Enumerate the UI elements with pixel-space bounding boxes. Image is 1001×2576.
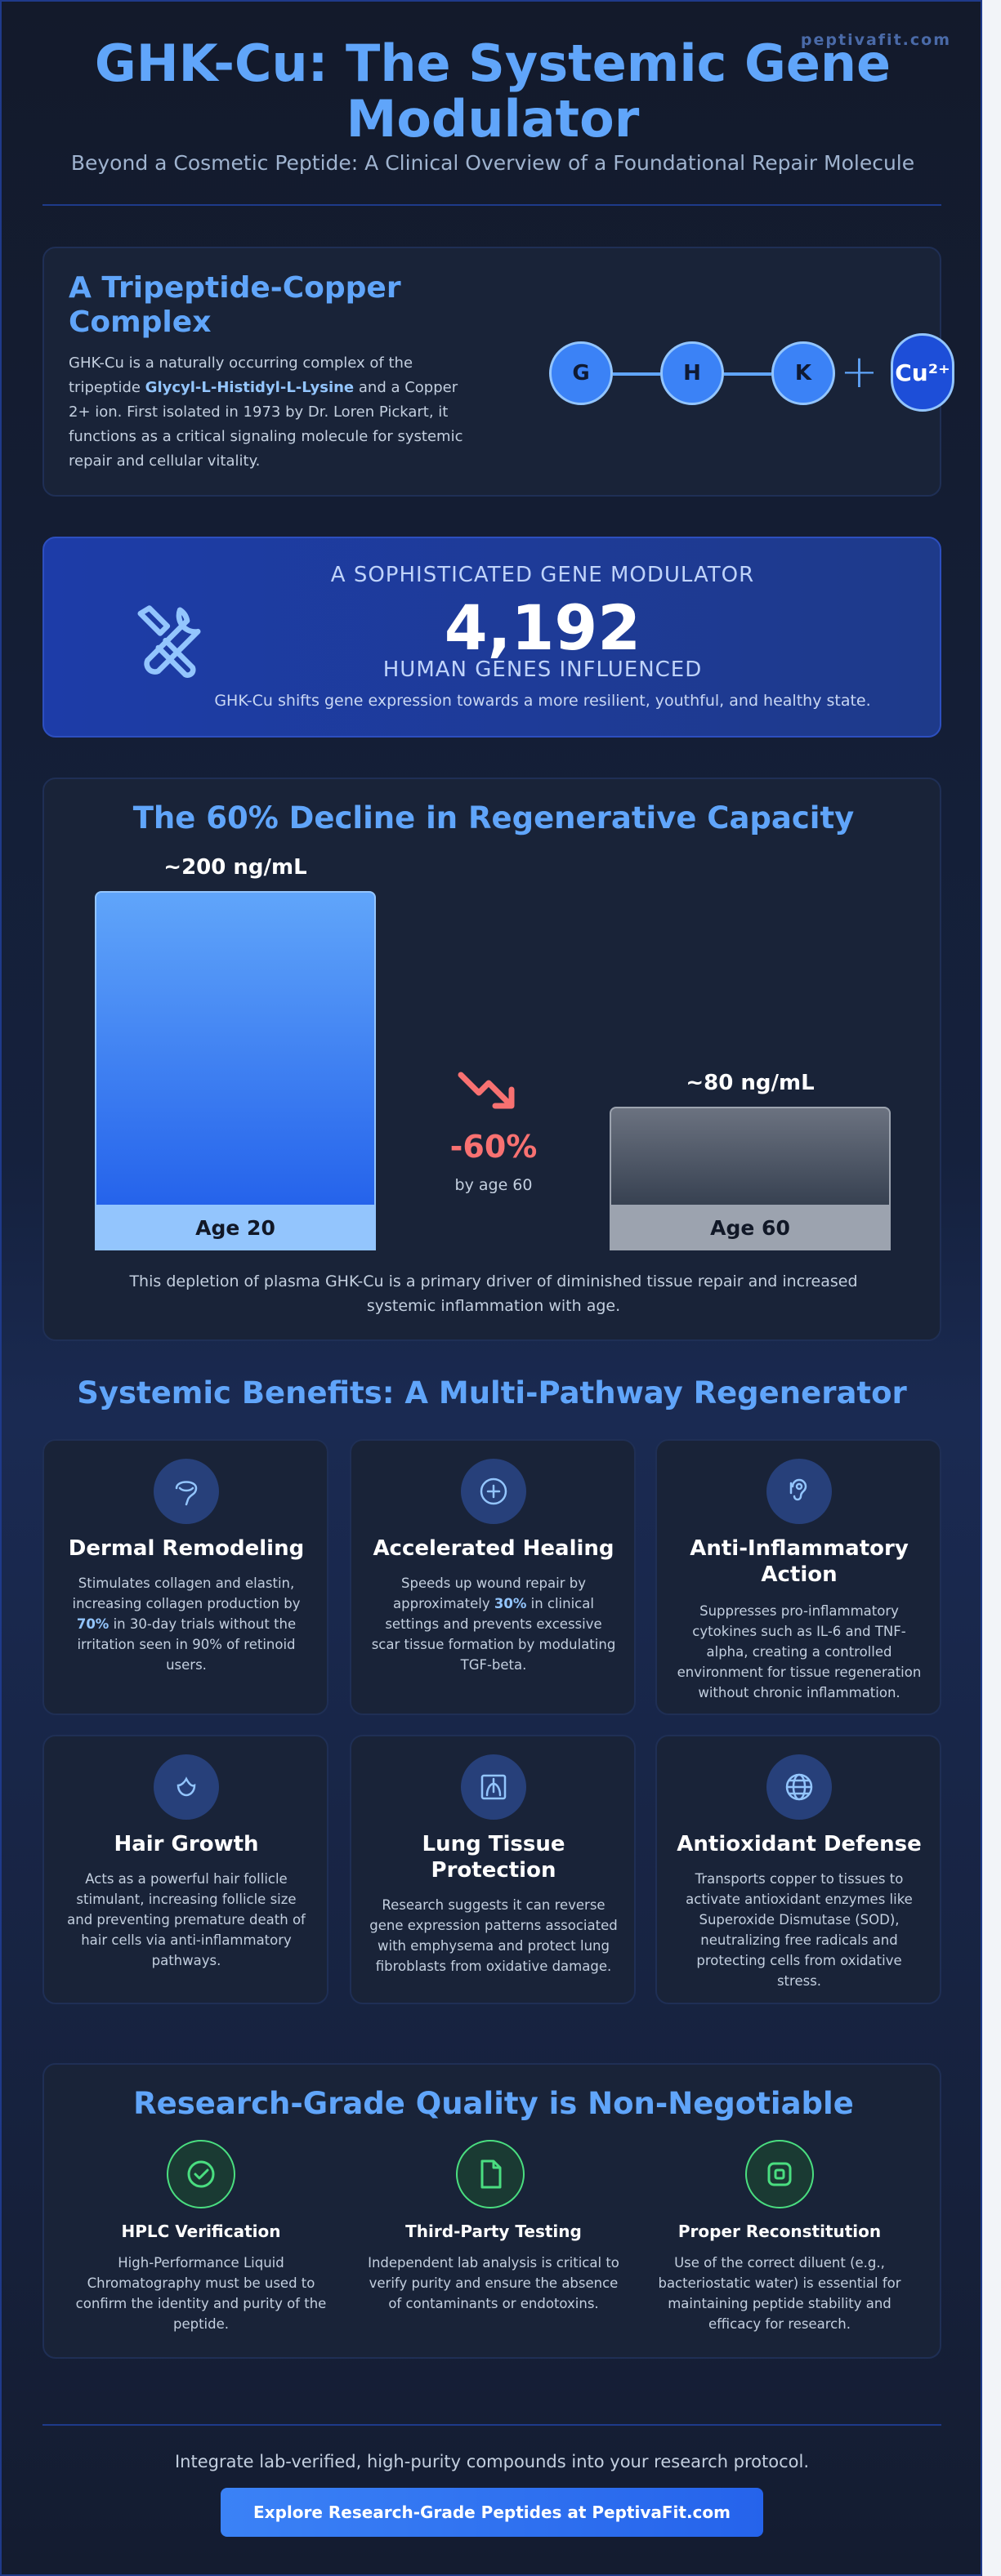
lungs-icon: [461, 1754, 526, 1820]
trend-down-icon: [458, 1072, 515, 1109]
copper-node: Cu²⁺: [891, 333, 954, 412]
lysine-node: K: [771, 341, 835, 405]
gene-count: 4,192: [444, 591, 641, 664]
bar-value-label: ~200 ng/mL: [163, 855, 307, 880]
chart-footnote: This depletion of plasma GHK-Cu is a pri…: [129, 1272, 858, 1315]
quality-title: Third-Party Testing: [405, 2222, 582, 2241]
divider: [42, 204, 941, 206]
document-icon: [456, 2140, 525, 2208]
footer-text: Integrate lab-verified, high-purity comp…: [174, 2452, 810, 2471]
benefit-card: Antioxidant Defense Transports copper to…: [655, 1735, 941, 2004]
molecule-diagram: G H K + Cu²⁺: [505, 333, 954, 415]
bar: [95, 891, 376, 1205]
benefit-title: Antioxidant Defense: [677, 1832, 922, 1856]
bar-category-label: Age 60: [610, 1205, 891, 1250]
quality-title: HPLC Verification: [121, 2222, 281, 2241]
quality-text: Independent lab analysis is critical to …: [368, 2255, 619, 2311]
plus-circle-icon: [461, 1459, 526, 1524]
histidine-node: H: [660, 341, 724, 405]
benefit-text: Transports copper to tissues to activate…: [686, 1871, 913, 1989]
benefit-text: Speeds up wound repair by approximately …: [371, 1575, 616, 1673]
benefit-title: Accelerated Healing: [373, 1536, 614, 1561]
bond: [613, 372, 660, 376]
benefit-card: Accelerated Healing Speeds up wound repa…: [350, 1439, 636, 1715]
plus-icon: +: [840, 345, 878, 399]
page-subtitle: Beyond a Cosmetic Peptide: A Clinical Ov…: [70, 151, 915, 175]
benefit-text: Acts as a powerful hair follicle stimula…: [67, 1871, 306, 1968]
decline-note: by age 60: [454, 1176, 533, 1194]
vial-icon: [745, 2140, 814, 2208]
wrench-screwdriver-icon: [137, 605, 201, 678]
page-title: GHK-Cu: The Systemic Gene Modulator: [94, 33, 892, 149]
quality-text: Use of the correct diluent (e.g., bacter…: [658, 2255, 901, 2332]
globe-icon: [766, 1754, 832, 1820]
quality-title: Research-Grade Quality is Non-Negotiable: [133, 2086, 854, 2121]
quality-title: Proper Reconstitution: [677, 2222, 882, 2241]
explore-peptides-button[interactable]: Explore Research-Grade Peptides at Pepti…: [221, 2488, 763, 2537]
benefit-card: Anti-Inflammatory Action Suppresses pro-…: [655, 1439, 941, 1715]
decline-chart-card: The 60% Decline in Regenerative Capacity…: [42, 778, 941, 1341]
intro-card: A Tripeptide-Copper Complex GHK-Cu is a …: [42, 247, 954, 497]
intro-text: GHK-Cu is a naturally occurring complex …: [69, 354, 463, 470]
bar: [610, 1107, 891, 1205]
benefit-card: Hair Growth Acts as a powerful hair foll…: [42, 1735, 328, 2004]
check-circle-icon: [167, 2140, 235, 2208]
benefit-title: Dermal Remodeling: [68, 1536, 305, 1561]
benefit-card: Dermal Remodeling Stimulates collagen an…: [42, 1439, 328, 1715]
gene-kicker: A SOPHISTICATED GENE MODULATOR: [330, 563, 755, 587]
ear-icon: [766, 1459, 832, 1524]
benefit-title: Hair Growth: [114, 1832, 259, 1856]
benefit-text: Suppresses pro-inflammatory cytokines su…: [677, 1603, 922, 1700]
intro-title: A Tripeptide-Copper Complex: [69, 271, 401, 339]
benefit-text: Stimulates collagen and elastin, increas…: [72, 1575, 301, 1673]
bar-category-label: Age 20: [95, 1205, 376, 1250]
brand-url[interactable]: peptivafit.com: [800, 31, 951, 49]
benefit-card: Lung Tissue Protection Research suggests…: [350, 1735, 636, 2004]
bond: [724, 372, 771, 376]
chart-title: The 60% Decline in Regenerative Capacity: [132, 800, 855, 836]
hair-icon: [154, 1754, 219, 1820]
dermal-icon: [154, 1459, 219, 1524]
gene-modulator-card: A SOPHISTICATED GENE MODULATOR 4,192 HUM…: [42, 537, 941, 738]
glycine-node: G: [549, 341, 613, 405]
quality-text: High-Performance Liquid Chromatography m…: [75, 2255, 327, 2332]
quality-card: Research-Grade Quality is Non-Negotiable…: [42, 2063, 941, 2359]
benefits-title: Systemic Benefits: A Multi-Pathway Regen…: [77, 1375, 907, 1411]
decline-percent: -60%: [449, 1129, 538, 1165]
bar-value-label: ~80 ng/mL: [686, 1071, 815, 1095]
benefit-title: Lung Tissue Protection: [422, 1832, 565, 1883]
gene-description: GHK-Cu shifts gene expression towards a …: [214, 692, 871, 710]
divider: [42, 2424, 941, 2426]
gene-unit: HUMAN GENES INFLUENCED: [382, 657, 703, 682]
benefit-title: Anti-Inflammatory Action: [690, 1536, 909, 1587]
benefit-text: Research suggests it can reverse gene ex…: [369, 1897, 618, 1974]
